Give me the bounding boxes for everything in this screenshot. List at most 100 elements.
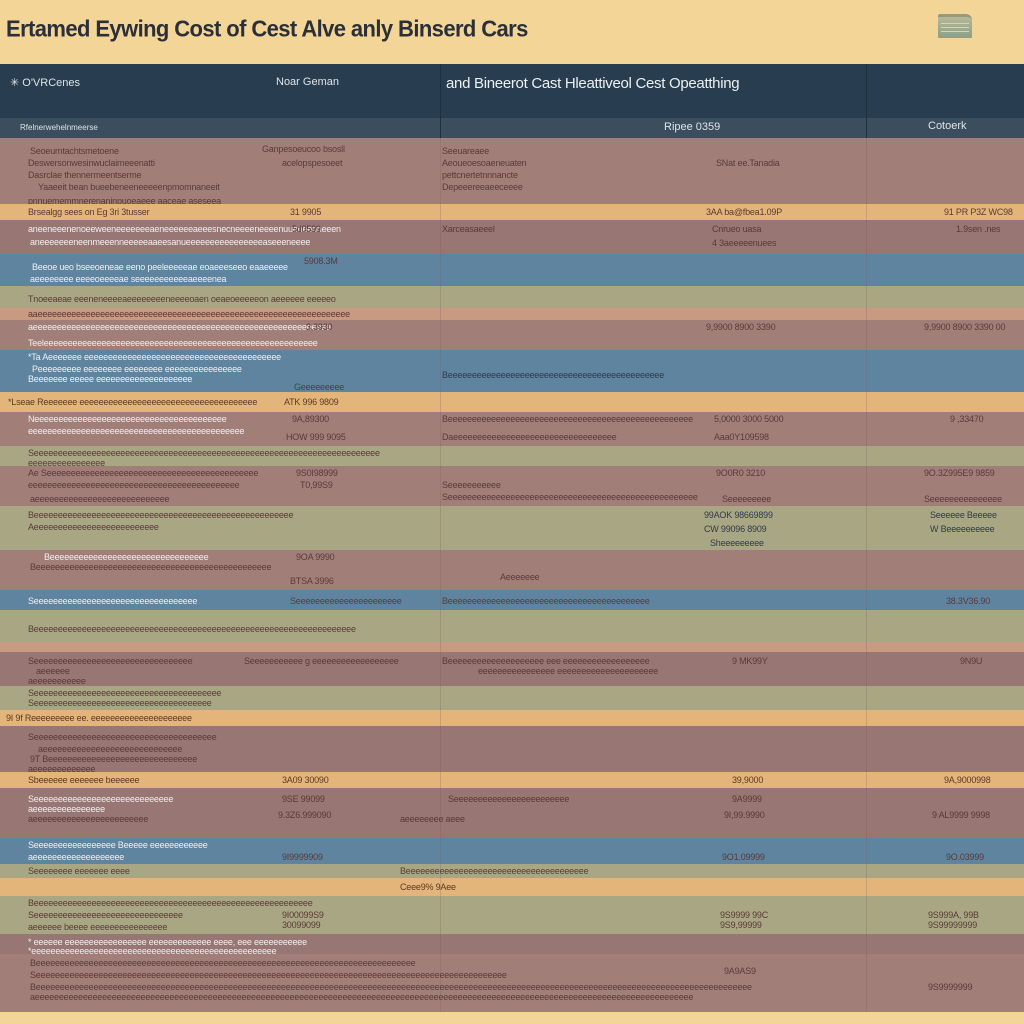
table-cell: Seeeeeeeeeeeeeeeeeeeeeeeeeeeeeeeeee: [28, 596, 198, 606]
table-row: Beeeeeeeeeeeeeeeeeeeeeeeeeeeeeeeeeeeeeee…: [0, 896, 1024, 934]
column-divider: [440, 506, 441, 550]
table-cell: Beeeeeee eeeee eeeeeeeeeeeeeeeeeeee: [28, 374, 193, 384]
title-bar: Ertamed Eywing Cost of Cest Alve anly Bi…: [0, 0, 1024, 64]
table-cell: 9S9,99999: [720, 920, 762, 930]
table-cell: Seeeeeeeeeeeeeeeeeeeeeeeeeeeeeeeeeeeee: [28, 698, 212, 708]
table-cell: 9A9999: [732, 794, 762, 804]
table-cell: Cnrueo uasa: [712, 224, 762, 234]
subheader-price: Ripee 0359: [664, 121, 721, 133]
table-row: 9I 9f Reeeeeeeee ee. eeeeeeeeeeeeeeeeeee…: [0, 710, 1024, 726]
table-cell: Brsealgg sees on Eg 3ri 3tusser: [28, 207, 150, 217]
column-divider: [440, 412, 441, 446]
column-divider: [866, 506, 867, 550]
table-cell: BTSA 3996: [290, 576, 334, 586]
subheader-label: Rfelnerwehelnmeerse: [20, 123, 98, 132]
table-cell: Yaaeeit bean bueebeneeneeeeenpmomnaneeit: [38, 182, 220, 192]
table-cell: Xarceasaeeel: [442, 224, 495, 234]
column-divider: [440, 392, 441, 412]
table-cell: eeeeeeeeeeeeeeee: [28, 458, 105, 468]
table-row: Seeeeeeeeeeeeeeeeeeeeeeeeeeeeeeeee aeeeee…: [0, 652, 1024, 686]
table-cell: Beeeeeeeeeeeeeeeeeeeeeeeeeeeeeeeeeeeeeee…: [28, 898, 313, 908]
column-divider: [440, 308, 441, 320]
column-divider: [866, 726, 867, 772]
table-cell: * eeeeee eeeeeeeeeeeeeeeee eeeeeeeeeeeee…: [28, 937, 307, 947]
column-header-operating-cost: and Bineerot Cast Hleattiveol Cest Opeat…: [446, 75, 740, 92]
table-cell: Aeoueoesoaeneuaten: [442, 158, 527, 168]
table-cell: 9S999A, 99B: [928, 910, 979, 920]
column-divider: [866, 610, 867, 642]
table-cell: 9,9900 8900 3390 00: [924, 322, 1006, 332]
column-divider: [440, 610, 441, 642]
table-cell: Geeeeeeeee: [294, 382, 345, 392]
column-divider: [866, 788, 867, 838]
table-cell: Beeeeeeeeeeeeeeeeeeeeeeeeeeeeeeeeeeeeeee…: [442, 414, 693, 424]
table-cell: 9I00099S9: [282, 910, 324, 920]
table-cell: Beeeeeeeeeeeeeeeeeeeeeeeeeeeeeeeeeeeeeee…: [30, 562, 272, 572]
column-divider: [440, 642, 441, 652]
table-cell: 9N9U: [960, 656, 983, 666]
table-row: Beeeeeeeeeeeeeeeeeeeeeeeeeeeeeeeeeeeeeee…: [0, 506, 1024, 550]
table-cell: 9 AL9999 9998: [932, 810, 990, 820]
table-cell: Seeeeeeeeeeeeeeeeeeeeeeeeeeeeeee: [28, 910, 183, 920]
table-row: Neeeeeeeeeeeeeeeeeeeeeeeeeeeeeeeeeeeeeee…: [0, 412, 1024, 446]
table-cell: Beeeeeeeeeeeeeeeeeeee eee eeeeeeeeeeeeee…: [442, 656, 650, 666]
column-divider: [440, 934, 441, 954]
table-cell: 5,0000 3000 5000: [714, 414, 784, 424]
table-cell: 9S9999 99C: [720, 910, 769, 920]
table-cell: 9,9900 8900 3390: [706, 322, 776, 332]
table-row: Seoeumtachtsmetoene Deswersonwesinwuclaim…: [0, 138, 1024, 206]
table-row: Seeeeeeeeeeeeeeeeeeeeeeeeeeeeeeeeeeeeee a…: [0, 726, 1024, 774]
column-divider: [866, 254, 867, 286]
column-divider: [440, 864, 441, 878]
column-divider: [440, 878, 441, 896]
table-cell: 9O.03999: [946, 852, 984, 862]
table-cell: Teeleeeeeeeeeeeeeeeeeeeeeeeeeeeeeeeeeeee…: [28, 338, 318, 348]
table-cell: Seeeeeeeeeeeeeeeeeeeeeeee: [448, 794, 570, 804]
table-cell: *Lseae Reeeeeee eeeeeeeeeeeeeeeeeeeeeeee…: [8, 397, 258, 407]
table-cell: aaeeeeeeeeeeeeeeeeeeeeeeeeeeeeeeeeeeeeee…: [28, 309, 350, 319]
column-divider: [440, 254, 441, 286]
column-header-overview: ✳ O'VRCenes: [10, 77, 81, 89]
table-cell: 5908.3M: [304, 256, 338, 266]
column-divider: [866, 934, 867, 954]
table-cell: aneeneeenenoeeweeneeeeeeeaeneeeeeeaeeesn…: [28, 224, 341, 234]
table-cell: 30099099: [282, 920, 321, 930]
column-divider: [440, 466, 441, 506]
column-divider: [866, 772, 867, 788]
table-cell: 3,3930: [306, 322, 333, 332]
table-cell: 9 MK99Y: [732, 656, 768, 666]
table-cell: aeeeeeeeeeeeeeeeeeeeeeeee: [28, 814, 149, 824]
column-divider: [866, 642, 867, 652]
table-cell: aeeeeeeee eeeeoeeeeae seeeeeeeeeeeaeeeen…: [30, 274, 227, 284]
table-cell: 9I 9f Reeeeeeeee ee. eeeeeeeeeeeeeeeeeee…: [6, 713, 192, 723]
column-divider: [866, 320, 867, 350]
table-cell: Seeeeeeeeeeeeeeeeeeeeeeeeeeeeeeeeeeeeeee…: [442, 492, 698, 502]
table-row: aaeeeeeeeeeeeeeeeeeeeeeeeeeeeeeeeeeeeeee…: [0, 308, 1024, 320]
table-cell: 9O.3Z995E9 9859: [924, 468, 995, 478]
column-divider: [866, 550, 867, 590]
column-divider: [440, 320, 441, 350]
page-title: Ertamed Eywing Cost of Cest Alve anly Bi…: [6, 15, 528, 42]
table-cell: CW 99096 8909: [704, 524, 767, 534]
table-cell: 1.9sen .nes: [956, 224, 1001, 234]
table-cell: 3A09 30090: [282, 775, 329, 785]
table-row: Sbeeeeee eeeeeee beeeeee 3A09 30090 39,900…: [0, 772, 1024, 788]
table-cell: Ganpesoeucoo bsosll: [262, 144, 345, 154]
column-divider: [440, 220, 441, 254]
table-cell: Sbeeeeee eeeeeee beeeeee: [28, 775, 140, 785]
column-divider: [866, 864, 867, 878]
column-divider: [440, 710, 441, 726]
table-cell: 9O1.09999: [722, 852, 765, 862]
table-cell: 9 ,33470: [950, 414, 984, 424]
table-cell: Depeeereeaeeceeee: [442, 182, 523, 192]
column-divider: [440, 138, 441, 204]
table-cell: Beeeeeeeeeeeeeeeeeeeeeeeeeeeeeeeeeeeeeee…: [28, 624, 356, 634]
table-cell: Beeoe ueo bseeoeneae eeno peeleeeeeae eo…: [32, 262, 288, 272]
table-cell: Seoeumtachtsmetoene: [30, 146, 119, 156]
column-divider: [440, 652, 441, 686]
table-row: aeeeeeeeeeeeeeeeeeeeeeeeeeeeeeeeeeeeeeee…: [0, 320, 1024, 350]
table-cell: aeeeeeeeeeeeeeeeeeeeeeeeeeeeeeeeeeeeeeee…: [30, 992, 694, 1002]
table-row: Tnoeeaeae eeeneneeeeaeeeeeeeeneeeeoaen o…: [0, 286, 1024, 308]
table-cell: 9A,9000998: [944, 775, 991, 785]
table-cell: aneeeeeeeneenmeeenneeeeeaaeesanueeeeeeee…: [30, 237, 311, 247]
